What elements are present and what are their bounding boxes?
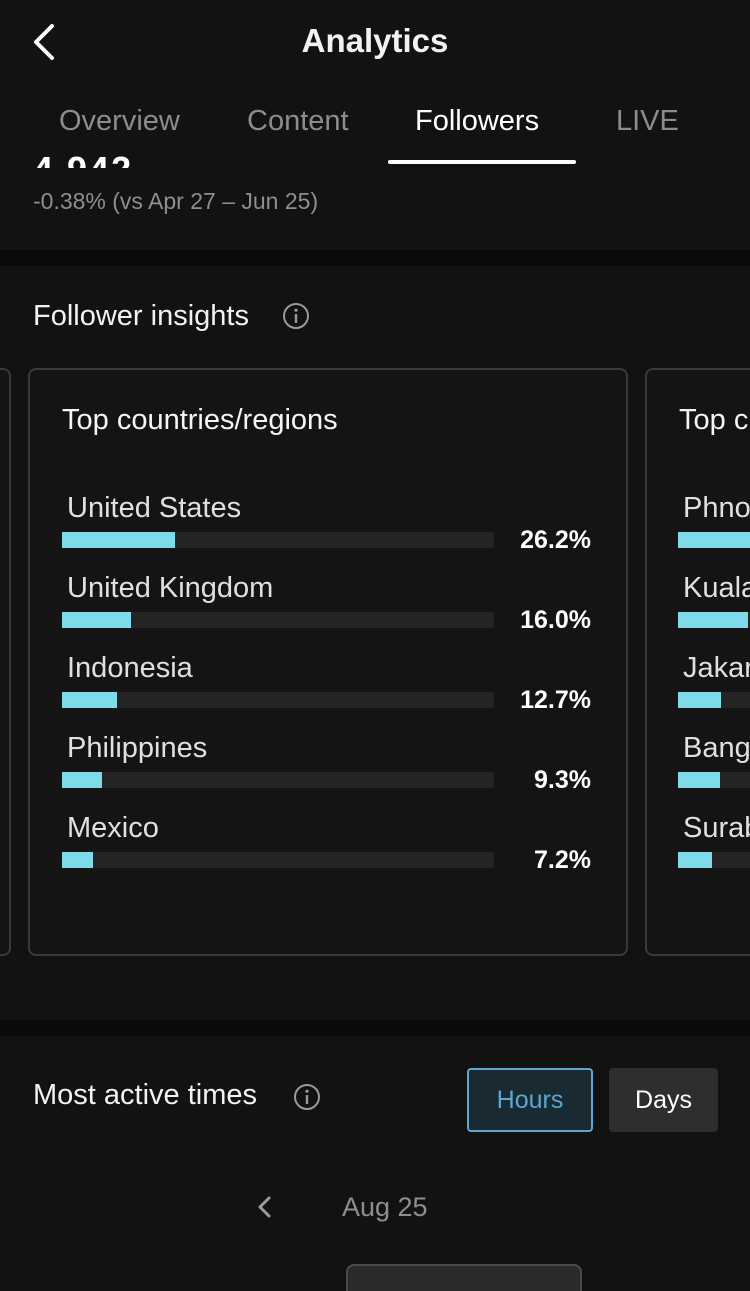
top-countries-card[interactable]: Top countries/regions United States 26.2… — [28, 368, 628, 956]
city-bar-track — [678, 852, 750, 868]
previous-date-button[interactable] — [250, 1190, 280, 1224]
hours-toggle-button[interactable]: Hours — [467, 1068, 593, 1132]
city-bar-fill — [678, 532, 750, 548]
country-percent: 16.0% — [520, 606, 591, 634]
country-percent: 7.2% — [534, 846, 591, 874]
chart-tooltip — [346, 1264, 582, 1291]
back-button[interactable] — [28, 22, 64, 62]
city-bar-fill — [678, 852, 712, 868]
city-bar-fill — [678, 612, 748, 628]
tab-live[interactable]: LIVE — [616, 105, 679, 137]
page-title: Analytics — [301, 22, 449, 59]
country-bar-fill — [62, 532, 175, 548]
date-label: Aug 25 — [342, 1192, 428, 1222]
country-label: Philippines — [67, 732, 208, 764]
city-bar-track — [678, 532, 750, 548]
card-title: Top countries/regions — [62, 404, 338, 436]
previous-insight-card[interactable] — [0, 368, 11, 956]
country-bar-track — [62, 772, 494, 788]
country-bar-fill — [62, 692, 117, 708]
city-bar-track — [678, 612, 750, 628]
chevron-left-icon — [34, 24, 54, 60]
country-percent: 26.2% — [520, 526, 591, 554]
country-label: Indonesia — [67, 652, 193, 684]
follower-count-value: 4,942 — [33, 150, 133, 168]
tab-bar: Overview Content Followers LIVE — [0, 95, 750, 165]
section-divider — [0, 250, 750, 266]
country-bar-track — [62, 532, 494, 548]
city-label: Kuala — [683, 572, 750, 604]
country-bar-fill — [62, 772, 102, 788]
active-tab-indicator — [388, 160, 576, 164]
header: Analytics — [0, 0, 750, 85]
country-label: United Kingdom — [67, 572, 274, 604]
section-divider — [0, 1020, 750, 1036]
top-cities-card[interactable]: Top c Phno Kuala Jakar Bang Surab — [645, 368, 750, 956]
city-label: Bang — [683, 732, 750, 764]
card-title: Top c — [679, 404, 749, 436]
country-bar-track — [62, 692, 494, 708]
city-bar-fill — [678, 772, 720, 788]
country-label: United States — [67, 492, 242, 524]
country-bar-track — [62, 852, 494, 868]
info-icon[interactable] — [293, 1083, 321, 1111]
follower-insights-title: Follower insights — [33, 300, 249, 332]
tab-followers[interactable]: Followers — [415, 105, 540, 137]
country-percent: 12.7% — [520, 686, 591, 714]
country-bar-track — [62, 612, 494, 628]
city-label: Phno — [683, 492, 750, 524]
most-active-times-title: Most active times — [33, 1079, 257, 1111]
city-bar-fill — [678, 692, 721, 708]
country-bar-fill — [62, 612, 131, 628]
country-percent: 9.3% — [534, 766, 591, 794]
chevron-left-icon — [258, 1196, 271, 1218]
city-label: Surab — [683, 812, 750, 844]
city-bar-track — [678, 692, 750, 708]
follower-count-change: -0.38% (vs Apr 27 – Jun 25) — [33, 188, 319, 214]
city-bar-track — [678, 772, 750, 788]
country-label: Mexico — [67, 812, 159, 844]
tab-overview[interactable]: Overview — [59, 105, 180, 137]
country-bar-fill — [62, 852, 93, 868]
city-label: Jakar — [683, 652, 750, 684]
days-toggle-button[interactable]: Days — [609, 1068, 718, 1132]
tab-content[interactable]: Content — [247, 105, 349, 137]
info-icon[interactable] — [282, 302, 310, 330]
